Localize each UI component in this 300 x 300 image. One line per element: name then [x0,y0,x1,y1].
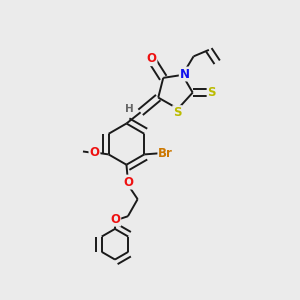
Text: O: O [110,213,120,226]
Text: S: S [208,86,216,99]
Text: S: S [173,106,182,119]
Text: O: O [89,146,100,159]
Text: O: O [124,176,134,189]
Text: Br: Br [158,147,173,160]
Text: H: H [125,104,134,114]
Text: O: O [146,52,157,65]
Text: N: N [180,68,190,80]
